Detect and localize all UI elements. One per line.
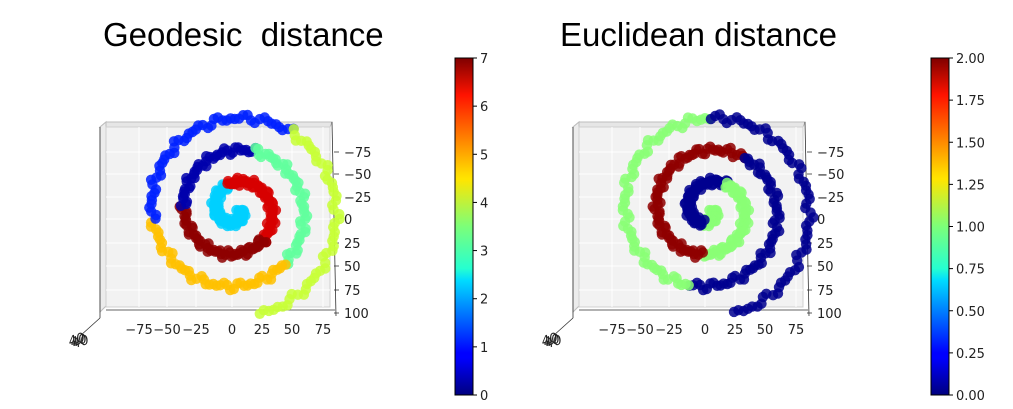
z-axis-stub bbox=[552, 317, 574, 337]
z-tick-label: 40 bbox=[71, 333, 91, 352]
colorbar-tick-label: 1.00 bbox=[956, 221, 985, 236]
x-tick-label: −25 bbox=[655, 323, 682, 338]
colorbar-tick-label: 3 bbox=[480, 245, 488, 260]
spiral-segment bbox=[647, 141, 750, 263]
x-tick-label: 50 bbox=[284, 323, 301, 338]
data-point bbox=[728, 306, 740, 318]
chart-title-euclidean: Euclidean distance bbox=[560, 16, 838, 53]
spiral-segment bbox=[206, 179, 251, 232]
z-tick-label: 40 bbox=[540, 330, 560, 349]
spiral-segment bbox=[222, 172, 282, 248]
spiral-segment bbox=[697, 177, 755, 262]
y-tick-label: 0 bbox=[817, 213, 825, 228]
x-tick-label: 0 bbox=[701, 323, 709, 338]
data-point bbox=[254, 308, 265, 319]
colorbar-tick-label: 7 bbox=[480, 52, 488, 67]
y-tick-label: 50 bbox=[344, 260, 361, 275]
spiral-segment bbox=[145, 217, 291, 296]
y-tick-label: 25 bbox=[344, 237, 361, 252]
colorbar bbox=[454, 57, 474, 396]
axis-pane-left bbox=[99, 120, 107, 314]
geodesic-chart: −75 −50 −25 0 25 50 75−75−50−25025507510040404… bbox=[67, 52, 489, 404]
y-tick-label: −75 bbox=[817, 146, 844, 161]
x-tick-label: −50 bbox=[153, 323, 180, 338]
y-tick-label: −25 bbox=[817, 191, 844, 206]
z-tick-label: 40 bbox=[544, 333, 564, 352]
spiral-segment bbox=[144, 109, 299, 224]
y-tick-label: 100 bbox=[817, 307, 842, 322]
colorbar-tick-label: 0.00 bbox=[956, 389, 985, 404]
x-tick-label: −75 bbox=[125, 323, 152, 338]
x-tick-label: 0 bbox=[228, 323, 236, 338]
colorbar-tick-label: 2 bbox=[480, 293, 488, 308]
spiral-segment bbox=[175, 142, 261, 211]
spiral-segment bbox=[684, 152, 785, 296]
colorbar-tick-label: 1.75 bbox=[956, 94, 985, 109]
y-tick-label: −75 bbox=[344, 146, 371, 161]
y-tick-label: −50 bbox=[817, 168, 844, 183]
x-tick-label: −25 bbox=[182, 323, 209, 338]
colorbar-tick-label: 0.25 bbox=[956, 347, 985, 362]
x-tick-label: −50 bbox=[626, 323, 653, 338]
y-tick-label: −25 bbox=[344, 191, 371, 206]
y-tick-label: 75 bbox=[817, 284, 834, 299]
spiral-segment bbox=[705, 109, 819, 318]
x-tick-label: 25 bbox=[727, 323, 744, 338]
colorbar-tick-label: 1 bbox=[480, 341, 488, 356]
colorbar-tick-label: 4 bbox=[480, 196, 488, 211]
y-tick-label: 100 bbox=[344, 307, 369, 322]
z-axis-stub bbox=[79, 317, 101, 337]
x-tick-label: 75 bbox=[315, 323, 332, 338]
colorbar-tick-label: 1.25 bbox=[956, 178, 985, 193]
euclidean-chart: −75 −50 −25 0 25 50 75−75−50−25025507510040404… bbox=[540, 52, 985, 404]
colorbar-tick-label: 2.00 bbox=[956, 52, 985, 67]
colorbar-tick-label: 0 bbox=[480, 389, 488, 404]
colorbar-tick-label: 6 bbox=[480, 100, 488, 115]
x-tick-label: 25 bbox=[254, 323, 271, 338]
y-tick-label: 25 bbox=[817, 237, 834, 252]
axis-pane-left bbox=[572, 120, 580, 314]
spiral-segment bbox=[679, 172, 733, 231]
z-tick-label: 40 bbox=[69, 332, 89, 351]
y-tick-label: 75 bbox=[344, 284, 361, 299]
colorbar-tick-label: 0.75 bbox=[956, 263, 985, 278]
colorbar bbox=[930, 57, 950, 396]
spiral-segment bbox=[250, 142, 313, 270]
z-tick-label: 40 bbox=[542, 332, 562, 351]
z-tick-label: 40 bbox=[67, 330, 87, 349]
chart-title-geodesic: Geodesic distance bbox=[103, 16, 384, 53]
spiral-segment bbox=[617, 112, 715, 291]
x-tick-label: 75 bbox=[788, 323, 805, 338]
colorbar-tick-label: 0.50 bbox=[956, 305, 985, 320]
x-tick-label: 50 bbox=[757, 323, 774, 338]
y-tick-label: −50 bbox=[344, 168, 371, 183]
colorbar-tick-label: 5 bbox=[480, 148, 488, 163]
y-tick-label: 50 bbox=[817, 260, 834, 275]
x-tick-label: −75 bbox=[598, 323, 625, 338]
spiral-segment bbox=[254, 124, 345, 319]
y-tick-label: 0 bbox=[344, 213, 352, 228]
colorbar-tick-label: 1.50 bbox=[956, 136, 985, 151]
